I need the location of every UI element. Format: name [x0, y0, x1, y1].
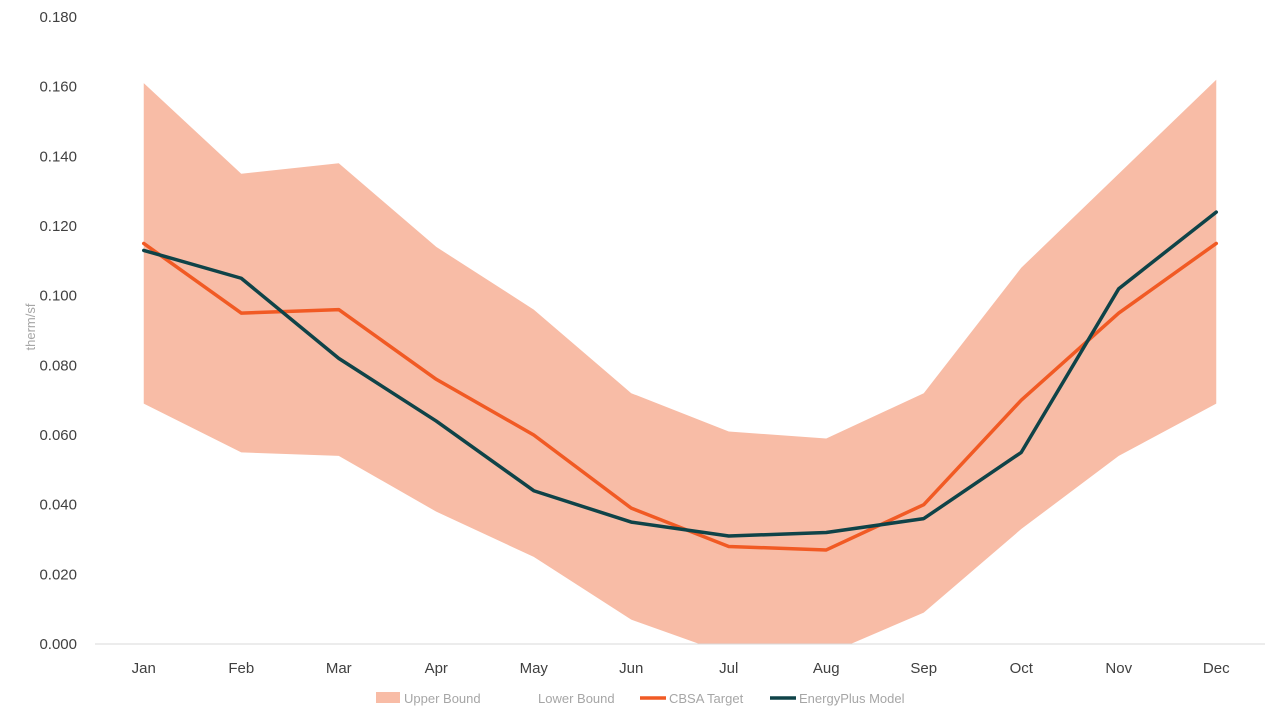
series-layer — [142, 210, 1218, 552]
y-tick-label: 0.060 — [39, 427, 77, 444]
y-tick-label: 0.180 — [39, 9, 77, 26]
x-tick-label: Aug — [813, 660, 840, 677]
x-tick-label: Apr — [425, 660, 448, 677]
x-tick-label: Oct — [1010, 660, 1034, 677]
x-tick-label: Dec — [1203, 660, 1230, 677]
x-tick-label: Mar — [326, 660, 352, 677]
legend: Upper Bound Lower Bound CBSA Target EnergyP… — [376, 691, 905, 706]
x-tick-label: Sep — [910, 660, 937, 677]
legend-label-energyplus-model: EnergyPlus Model — [799, 691, 905, 706]
x-tick-label: Feb — [228, 660, 254, 677]
y-tick-label: 0.020 — [39, 566, 77, 583]
y-tick-label: 0.080 — [39, 357, 77, 374]
y-tick-label: 0.100 — [39, 288, 77, 305]
legend-label-lower-bound: Lower Bound — [538, 691, 615, 706]
y-tick-label: 0.160 — [39, 79, 77, 96]
axes-layer: 0.000 0.020 0.040 0.060 0.080 0.100 0.120 0.140… — [39, 9, 1265, 677]
y-tick-label: 0.040 — [39, 497, 77, 514]
bound-band-layer — [143, 79, 1217, 644]
legend-label-cbsa-target: CBSA Target — [669, 691, 744, 706]
y-tick-label: 0.140 — [39, 148, 77, 165]
legend-label-upper-bound: Upper Bound — [404, 691, 481, 706]
x-tick-label: Jan — [132, 660, 156, 677]
x-tick-label: May — [520, 660, 549, 677]
x-tick-label: Jul — [719, 660, 738, 677]
y-tick-label: 0.120 — [39, 218, 77, 235]
upper-bound-band — [143, 79, 1217, 644]
x-tick-label: Nov — [1105, 660, 1132, 677]
legend-swatch-upper-bound — [376, 692, 400, 703]
series-line-energyplus-model — [142, 210, 1218, 538]
x-tick-label: Jun — [619, 660, 643, 677]
y-axis-title: therm/sf — [23, 303, 38, 350]
y-tick-label: 0.000 — [39, 636, 77, 653]
